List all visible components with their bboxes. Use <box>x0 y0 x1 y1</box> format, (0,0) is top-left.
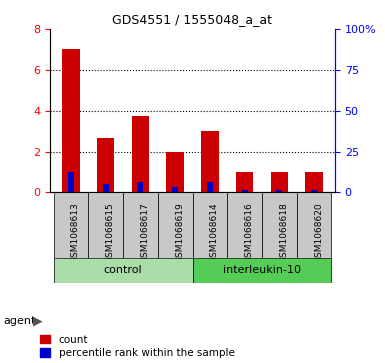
Bar <box>311 190 317 192</box>
Bar <box>276 190 283 192</box>
Bar <box>102 184 109 192</box>
FancyBboxPatch shape <box>54 258 192 283</box>
FancyBboxPatch shape <box>158 192 192 258</box>
Legend: count, percentile rank within the sample: count, percentile rank within the sample <box>40 335 234 358</box>
FancyBboxPatch shape <box>88 192 123 258</box>
Text: GSM1068613: GSM1068613 <box>71 202 80 263</box>
FancyBboxPatch shape <box>192 258 331 283</box>
Bar <box>241 190 248 192</box>
FancyBboxPatch shape <box>192 192 227 258</box>
Bar <box>172 187 178 192</box>
Text: agent: agent <box>4 316 36 326</box>
FancyBboxPatch shape <box>227 192 262 258</box>
Bar <box>137 182 144 192</box>
FancyBboxPatch shape <box>123 192 158 258</box>
Text: GSM1068618: GSM1068618 <box>280 202 288 263</box>
Text: GSM1068614: GSM1068614 <box>210 202 219 263</box>
FancyBboxPatch shape <box>262 192 297 258</box>
Text: GSM1068616: GSM1068616 <box>244 202 254 263</box>
Text: ▶: ▶ <box>33 315 42 328</box>
Bar <box>68 172 74 192</box>
Text: GSM1068615: GSM1068615 <box>105 202 115 263</box>
Bar <box>271 172 288 192</box>
Bar <box>97 138 114 192</box>
FancyBboxPatch shape <box>297 192 331 258</box>
Text: GSM1068619: GSM1068619 <box>175 202 184 263</box>
Bar <box>201 131 219 192</box>
Text: control: control <box>104 265 142 276</box>
Text: GSM1068620: GSM1068620 <box>314 202 323 263</box>
Bar <box>132 116 149 192</box>
Bar <box>166 152 184 192</box>
Text: interleukin-10: interleukin-10 <box>223 265 301 276</box>
Bar <box>305 172 323 192</box>
Bar <box>62 49 80 192</box>
Title: GDS4551 / 1555048_a_at: GDS4551 / 1555048_a_at <box>112 13 273 26</box>
Text: GSM1068617: GSM1068617 <box>141 202 149 263</box>
Bar <box>207 182 213 192</box>
FancyBboxPatch shape <box>54 192 88 258</box>
Bar <box>236 172 253 192</box>
